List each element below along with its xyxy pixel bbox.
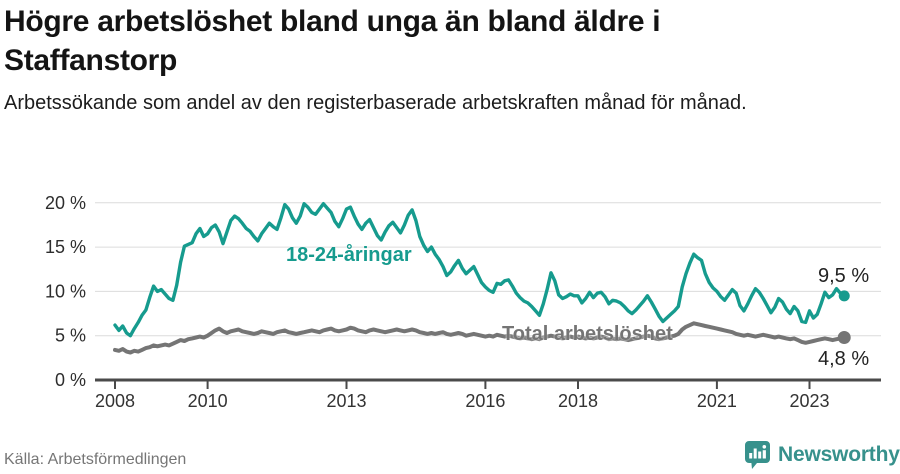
x-axis-tick-label: 2023 [789, 391, 829, 411]
total-end-dot [837, 330, 851, 344]
end-value-label-youth: 9,5 % [818, 265, 870, 287]
total-series-line [113, 321, 847, 355]
youth-end-dot [838, 290, 850, 302]
x-axis-tick-label: 2013 [326, 391, 366, 411]
newsworthy-logo: Newsworthy [744, 440, 900, 469]
x-axis-tick-label: 2018 [558, 391, 598, 411]
youth-series-line [113, 201, 846, 338]
series-label-total: Total arbetslöshet [502, 323, 673, 345]
newsworthy-wordmark: Newsworthy [778, 442, 900, 466]
x-axis-tick-label: 2010 [188, 391, 228, 411]
x-axis-tick-label: 2021 [697, 391, 737, 411]
x-axis-tick-label: 2008 [95, 391, 135, 411]
end-value-label-total: 4,8 % [818, 348, 870, 370]
chart-subtitle: Arbetssökande som andel av den registerb… [4, 92, 747, 114]
series-label-youth: 18-24-åringar [286, 244, 412, 266]
source-attribution: Källa: Arbetsförmedlingen [4, 451, 187, 468]
y-axis-tick-label: 5 % [55, 326, 86, 346]
y-axis-tick-label: 20 % [45, 193, 86, 213]
y-axis-tick-label: 0 % [55, 370, 86, 390]
y-axis-tick-label: 15 % [45, 237, 86, 257]
x-axis-tick-label: 2016 [465, 391, 505, 411]
newsworthy-bubble-chart-icon [745, 441, 770, 469]
page-title: Högre arbetslöshet bland unga än bland ä… [4, 5, 661, 77]
y-axis-tick-label: 10 % [45, 281, 86, 301]
